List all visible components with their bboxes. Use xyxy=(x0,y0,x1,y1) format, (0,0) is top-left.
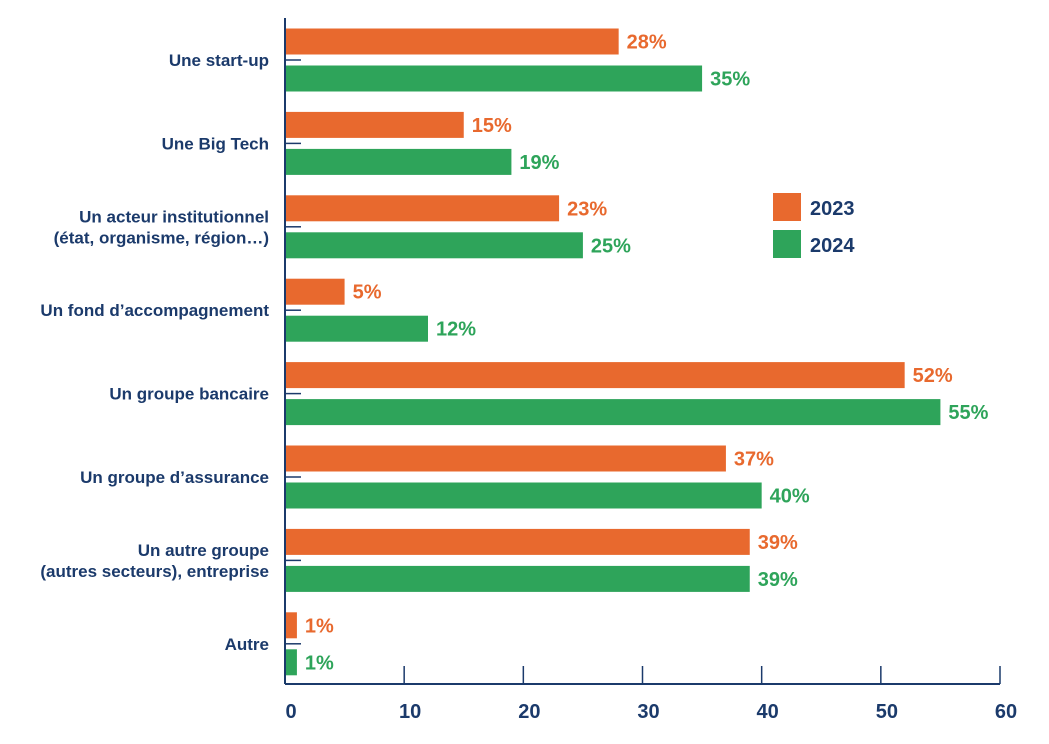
bar-2024-7 xyxy=(285,649,297,676)
value-label-2023-7: 1% xyxy=(305,615,334,637)
value-label-2024-4: 55% xyxy=(948,402,988,424)
bar-2023-7 xyxy=(285,612,297,639)
value-label-2023-4: 52% xyxy=(913,365,953,387)
value-label-2024-2: 25% xyxy=(591,235,631,257)
value-label-2024-7: 1% xyxy=(305,652,334,674)
bar-2024-0 xyxy=(285,65,703,92)
bar-2023-6 xyxy=(285,528,750,555)
bar-2023-0 xyxy=(285,28,619,55)
bar-2023-4 xyxy=(285,362,905,389)
value-label-2023-0: 28% xyxy=(627,32,667,54)
category-label-5: Un groupe d’assurance xyxy=(80,468,269,487)
bar-2024-5 xyxy=(285,482,762,509)
category-label-1: Une Big Tech xyxy=(162,134,269,153)
value-label-2024-5: 40% xyxy=(770,486,810,508)
value-label-2024-0: 35% xyxy=(710,69,750,91)
x-tick-label-0: 0 xyxy=(285,701,296,723)
bar-2023-1 xyxy=(285,111,464,138)
bar-2024-1 xyxy=(285,148,512,175)
bar-2023-2 xyxy=(285,195,560,222)
category-label-2-line0: Un acteur institutionnel xyxy=(79,207,269,226)
legend-label-2024: 2024 xyxy=(810,235,855,257)
category-label-3: Un fond d’accompagnement xyxy=(40,301,269,320)
value-label-2023-6: 39% xyxy=(758,532,798,554)
x-tick-label-60: 60 xyxy=(995,701,1017,723)
category-label-7: Autre xyxy=(225,635,269,654)
legend-swatch-2024 xyxy=(773,230,801,258)
value-label-2023-5: 37% xyxy=(734,449,774,471)
category-label-2-line1: (état, organisme, région…) xyxy=(54,228,269,247)
axes: 0 10 20 30 40 50 60 xyxy=(284,18,1017,723)
bar-2024-3 xyxy=(285,315,428,342)
x-tick-label-40: 40 xyxy=(757,701,779,723)
value-label-2023-2: 23% xyxy=(567,198,607,220)
x-tick-label-20: 20 xyxy=(518,701,540,723)
legend-swatch-2023 xyxy=(773,193,801,221)
bar-2024-6 xyxy=(285,565,750,592)
value-label-2023-3: 5% xyxy=(353,282,382,304)
x-tick-label-30: 30 xyxy=(637,701,659,723)
value-label-2024-3: 12% xyxy=(436,319,476,341)
category-label-6-line1: (autres secteurs), entreprise xyxy=(40,562,269,581)
category-label-4: Un groupe bancaire xyxy=(109,385,269,404)
x-tick-label-50: 50 xyxy=(876,701,898,723)
category-label-0: Une start-up xyxy=(169,51,269,70)
category-label-6-line0: Un autre groupe xyxy=(138,541,269,560)
bars-group: 28% 35% 15% 19% 23% 25% 5% 12% 52% 55% 37% 40% 39% 39… xyxy=(285,28,989,676)
bar-2024-2 xyxy=(285,232,583,259)
legend-label-2023: 2023 xyxy=(810,198,855,220)
value-label-2024-6: 39% xyxy=(758,569,798,591)
bar-2024-4 xyxy=(285,399,941,426)
category-labels: Une start-up Une Big Tech Un acteur instit… xyxy=(40,51,269,654)
value-label-2023-1: 15% xyxy=(472,115,512,137)
legend: 2023 2024 xyxy=(773,193,855,258)
bar-2023-5 xyxy=(285,445,726,472)
x-tick-label-10: 10 xyxy=(399,701,421,723)
value-label-2024-1: 19% xyxy=(519,152,559,174)
bar-2023-3 xyxy=(285,278,345,305)
